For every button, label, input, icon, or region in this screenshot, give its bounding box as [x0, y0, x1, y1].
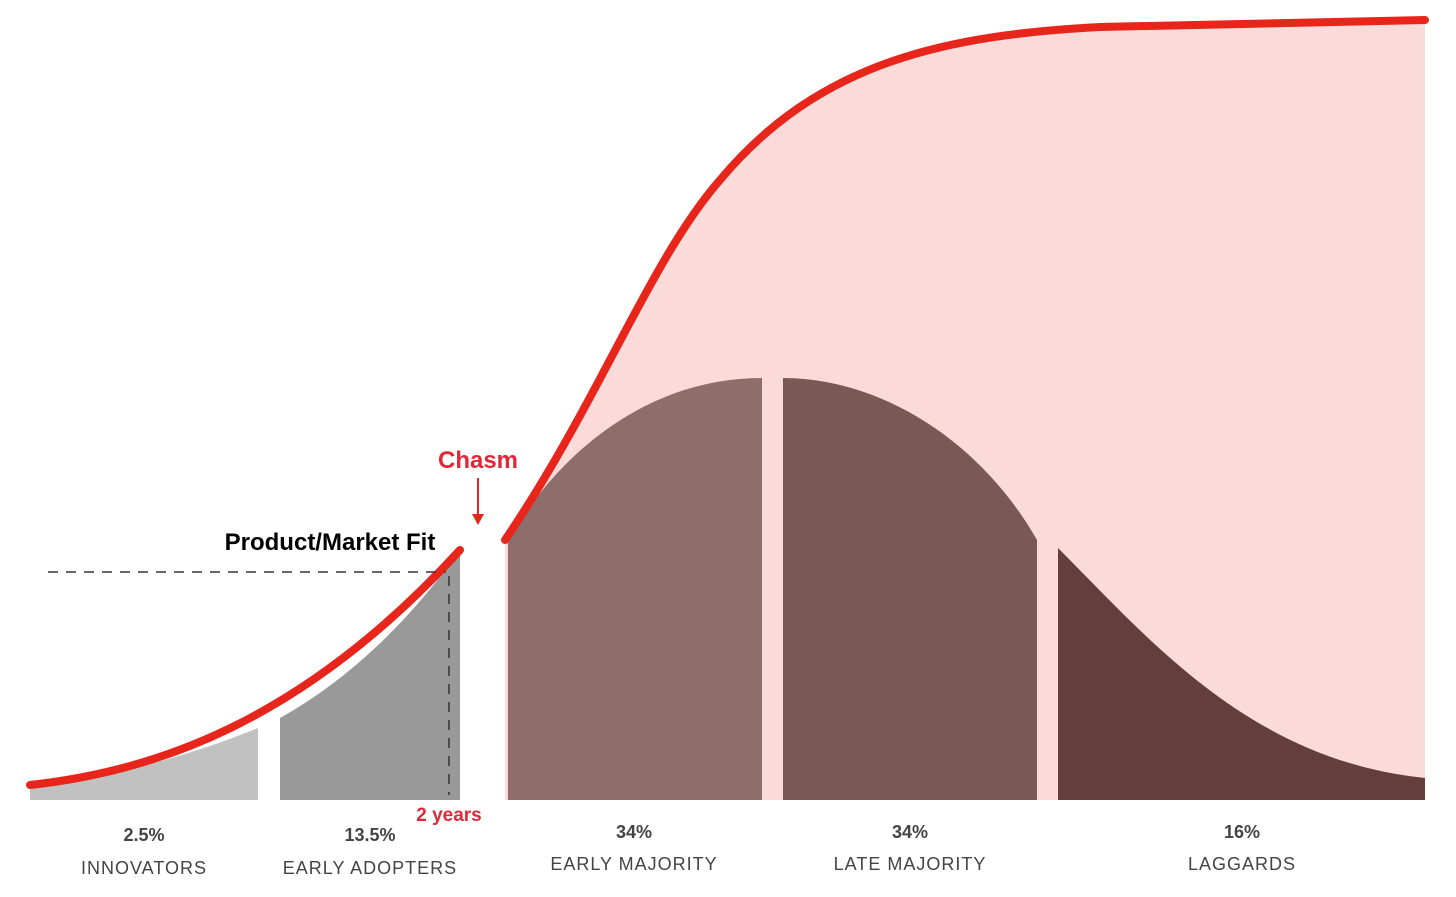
- segment-share: 34%: [616, 822, 652, 842]
- adoption-curve-left: [26, 546, 464, 789]
- laggards-segment: [1058, 548, 1425, 800]
- fit-label: Product/Market Fit: [225, 529, 436, 556]
- chasm-label: Chasm: [438, 447, 518, 474]
- adoption-curve-right: [501, 16, 1429, 544]
- segment-label: LATE MAJORITY: [834, 854, 987, 874]
- innovators-segment: [30, 728, 258, 800]
- segment-share: 34%: [892, 822, 928, 842]
- time-label: 2 years: [416, 805, 482, 826]
- chasm-arrowhead: [472, 514, 484, 525]
- segment-share: 2.5%: [123, 825, 164, 845]
- segment-share: 16%: [1224, 822, 1260, 842]
- early-adopters-segment: [280, 550, 460, 800]
- segment-label: LAGGARDS: [1188, 854, 1296, 874]
- early-majority-segment: [508, 378, 762, 800]
- late-majority-segment: [783, 378, 1037, 800]
- segment-share: 13.5%: [344, 825, 395, 845]
- segment-label: EARLY ADOPTERS: [283, 858, 457, 878]
- segment-label: INNOVATORS: [81, 858, 207, 878]
- segment-label: EARLY MAJORITY: [550, 854, 717, 874]
